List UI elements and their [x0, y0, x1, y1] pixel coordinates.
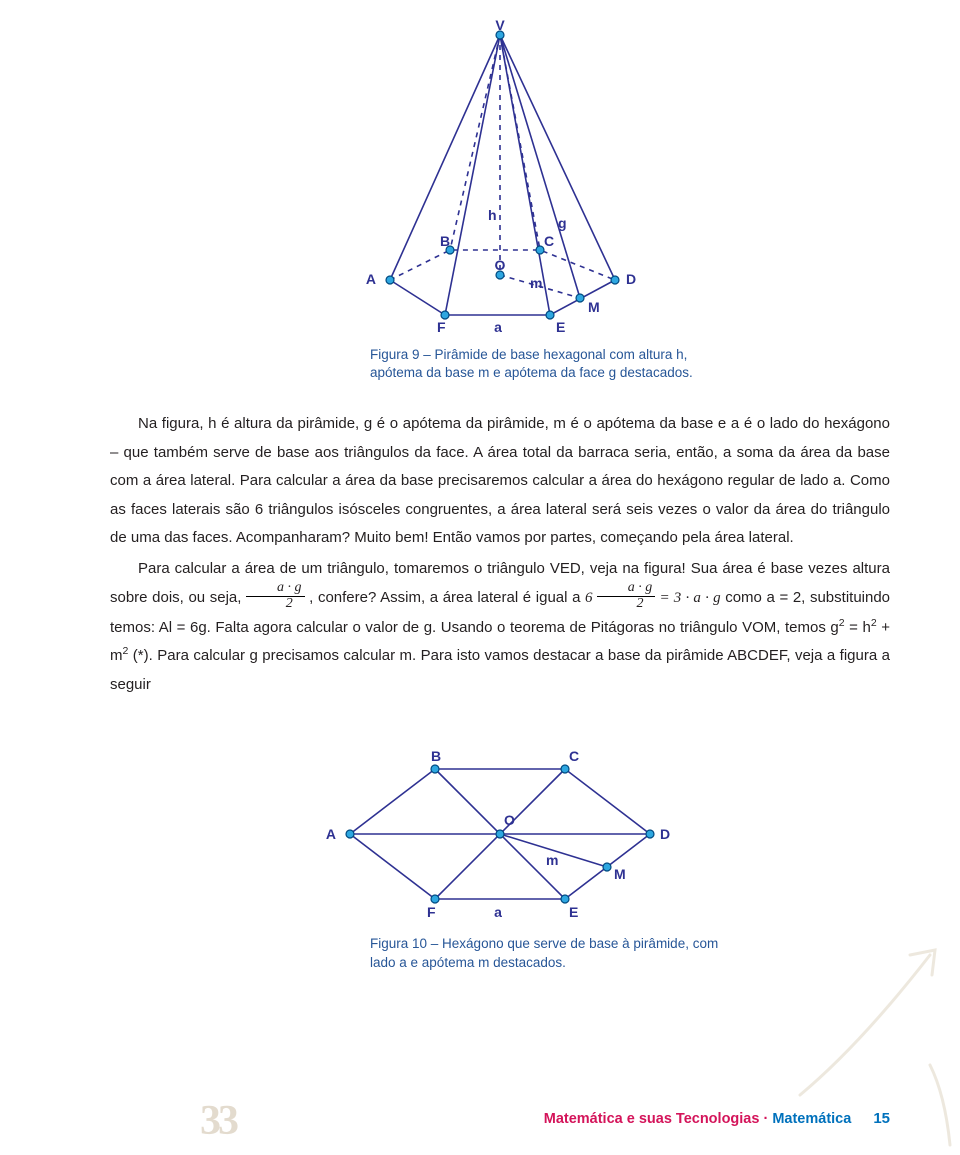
label-F: F — [437, 319, 446, 335]
label-g: g — [558, 215, 567, 231]
label-D: D — [626, 271, 636, 287]
body-text: Na figura, h é altura da pirâmide, g é o… — [110, 410, 890, 699]
p2-mid3: = h — [845, 619, 871, 636]
para-1: Na figura, h é altura da pirâmide, g é o… — [110, 410, 890, 553]
pyramid-svg: V A B C D E F O M h g m a — [330, 20, 670, 340]
frac-2: a · g 2 — [597, 581, 656, 611]
h-A: A — [326, 826, 336, 842]
figure-10: A B C D E F O M m a Figura 10 – Hexágono… — [110, 739, 890, 971]
h-B: B — [431, 748, 441, 764]
label-m: m — [530, 275, 542, 291]
h-O: O — [504, 812, 515, 828]
hexagon-svg: A B C D E F O M m a — [310, 739, 690, 929]
figure9-caption: Figura 9 – Pirâmide de base hexagonal co… — [370, 346, 710, 382]
para-2: Para calcular a área de um triângulo, to… — [110, 555, 890, 699]
h-F: F — [427, 904, 436, 920]
h-C: C — [569, 748, 579, 764]
label-M: M — [588, 299, 600, 315]
eq-right: = 3 · a · g — [655, 591, 720, 607]
label-O: O — [495, 257, 506, 273]
eq-left: 6 — [585, 591, 597, 607]
page-number: 15 — [873, 1110, 890, 1127]
label-h: h — [488, 207, 497, 223]
p2-mid5: (*). Para calcular g precisamos calcular… — [110, 647, 890, 693]
label-E: E — [556, 319, 565, 335]
h-M: M — [614, 866, 626, 882]
h-a: a — [494, 904, 502, 920]
footer-title: Matemática e suas Tecnologias — [544, 1111, 760, 1127]
label-A: A — [366, 271, 376, 287]
page-footer: Matemática e suas Tecnologias · Matemáti… — [544, 1110, 890, 1127]
label-C: C — [544, 233, 554, 249]
h-m: m — [546, 852, 558, 868]
h-D: D — [660, 826, 670, 842]
footer-sub: Matemática — [772, 1111, 851, 1127]
label-V: V — [495, 20, 505, 33]
label-a: a — [494, 319, 502, 335]
footer-sep: · — [759, 1111, 772, 1127]
p2-mid1: , confere? Assim, a área lateral é igual… — [309, 590, 585, 607]
label-B: B — [440, 233, 450, 249]
figure10-caption: Figura 10 – Hexágono que serve de base à… — [370, 935, 730, 971]
h-E: E — [569, 904, 578, 920]
bg-three: 33 — [200, 1097, 236, 1145]
frac-1: a · g 2 — [246, 581, 305, 611]
figure-9: V A B C D E F O M h g m a Figura 9 – Pir… — [110, 20, 890, 382]
